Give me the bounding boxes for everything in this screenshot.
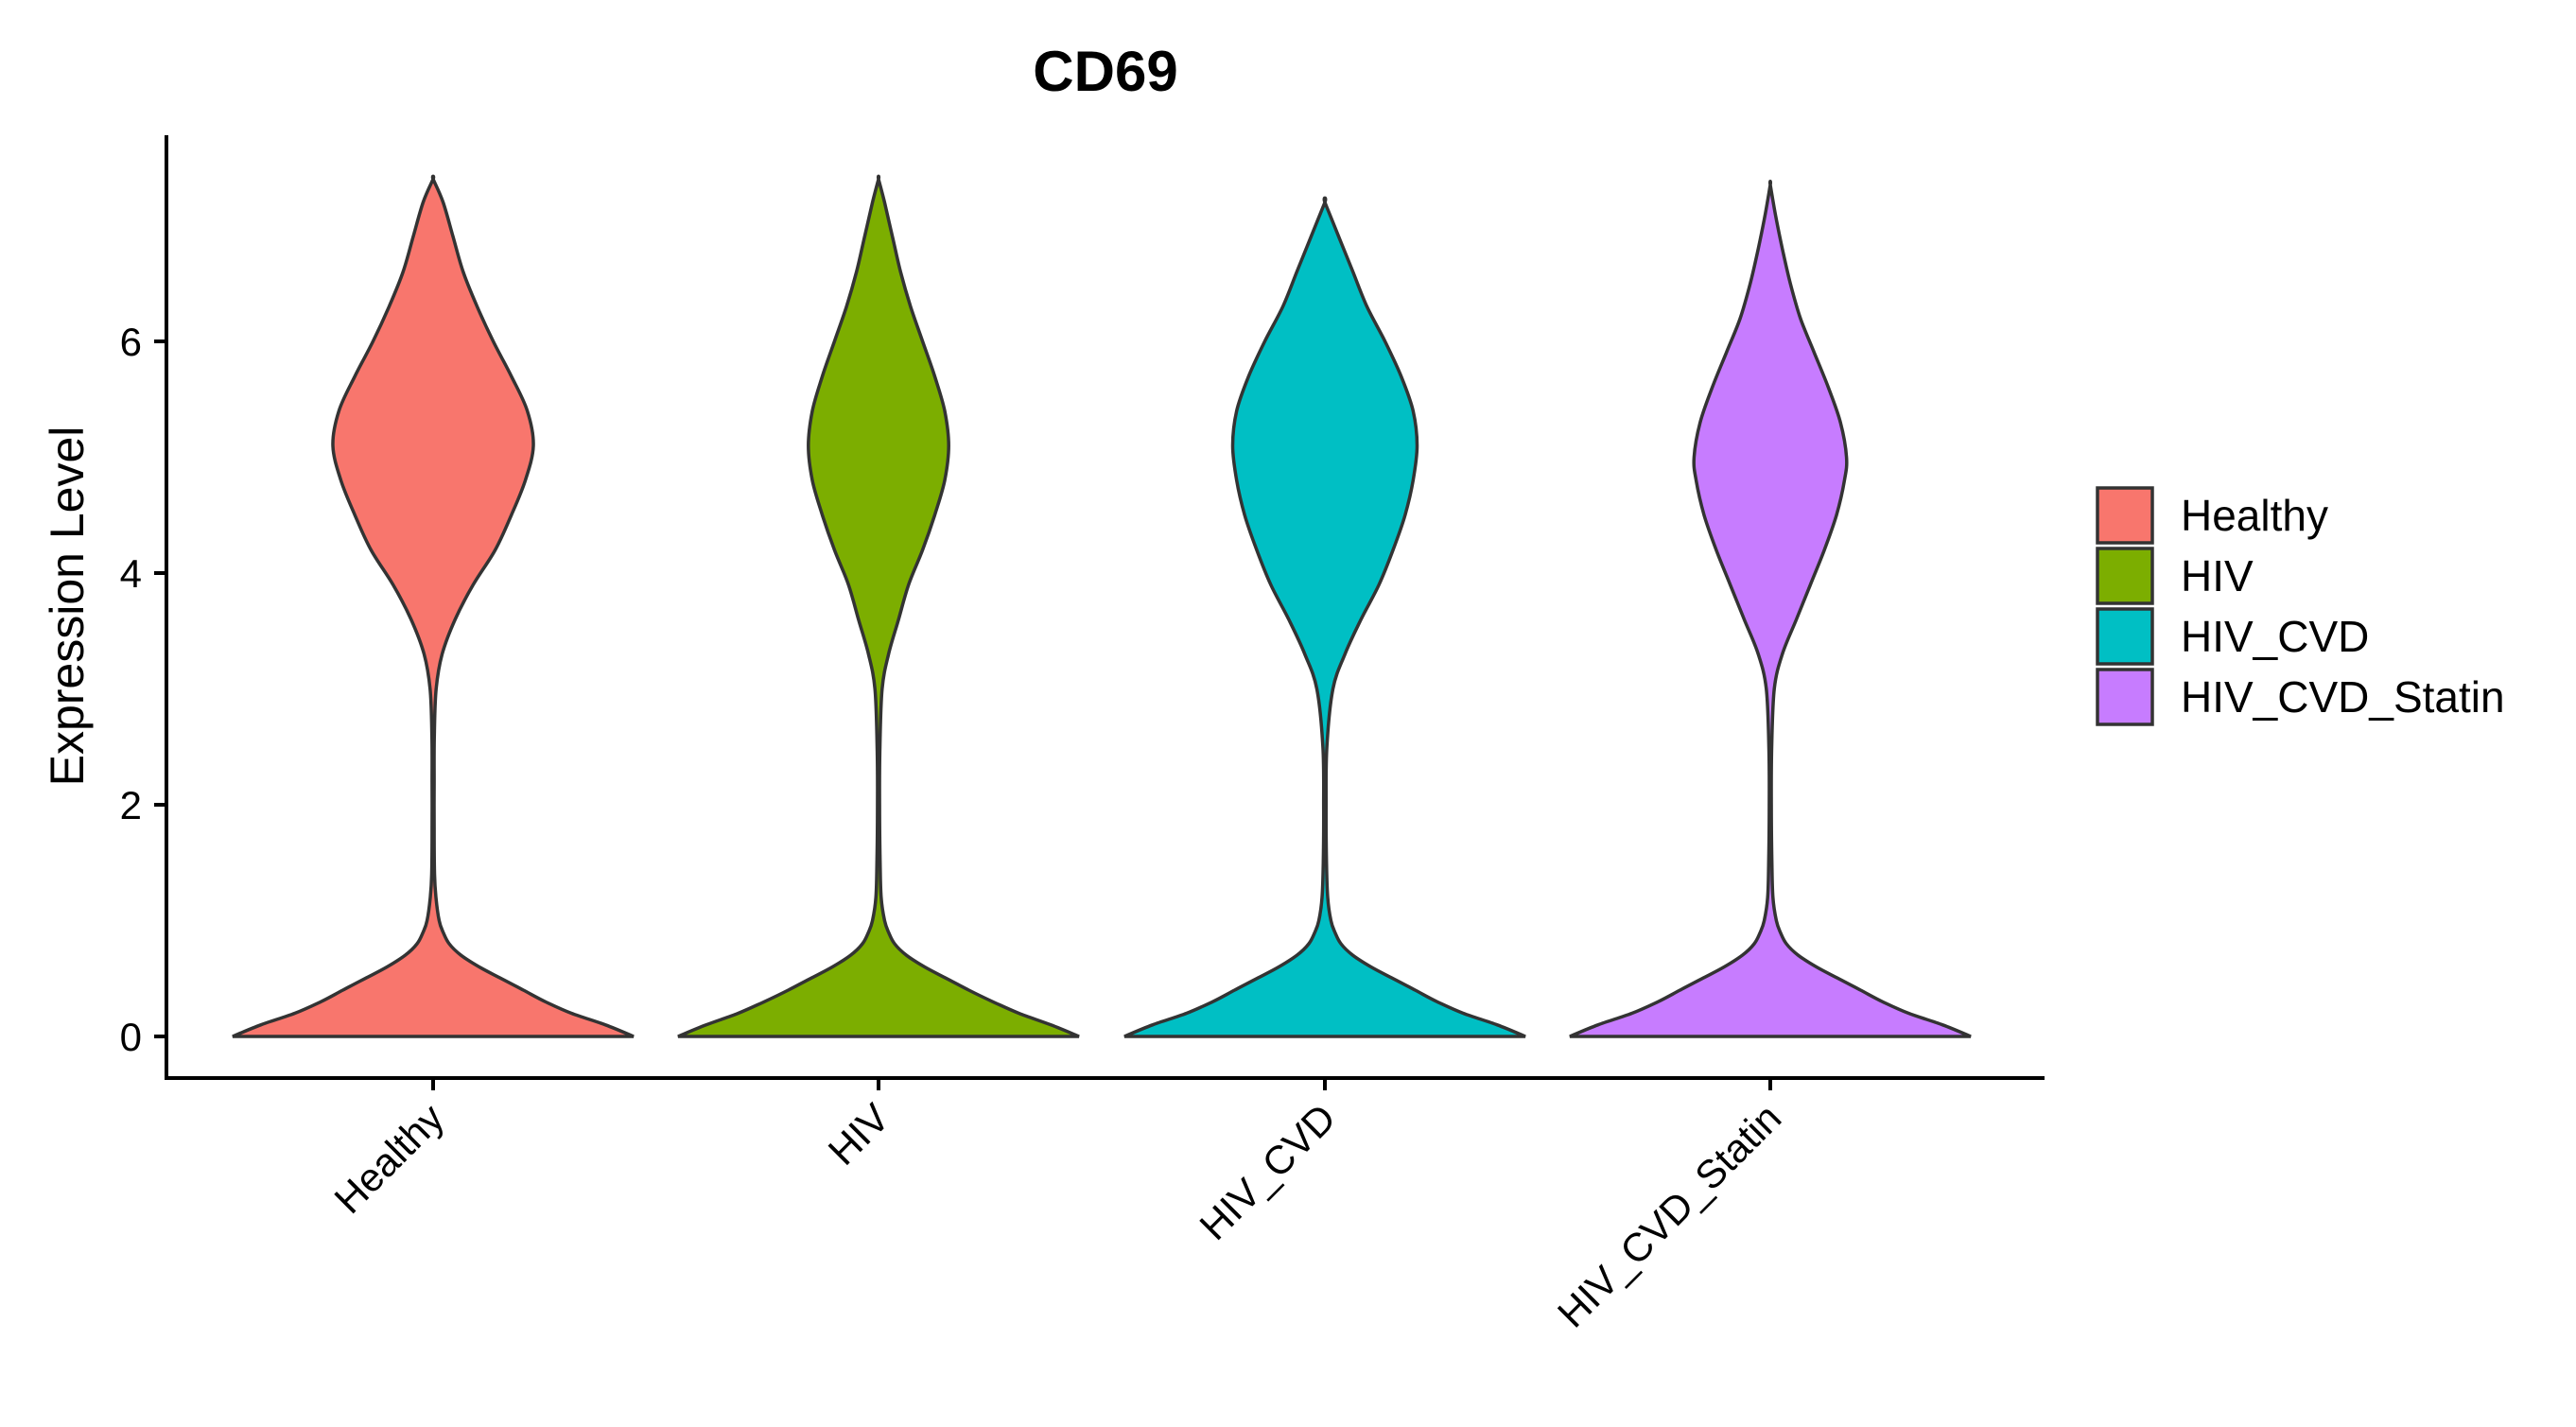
violin-hiv-cvd-statin	[1569, 180, 1972, 1038]
violins	[232, 174, 1972, 1038]
legend-key-healthy	[2096, 486, 2154, 545]
legend-key-hiv-cvd-statin	[2096, 668, 2154, 726]
x-tick-label: HIV_CVD	[1191, 1095, 1344, 1248]
y-tick-label: 4	[120, 551, 142, 596]
legend-label: HIV	[2181, 551, 2254, 600]
legend-key-hiv	[2096, 547, 2154, 605]
x-tick-label: HIV_CVD_Statin	[1549, 1095, 1789, 1335]
x-tick-label: HIV	[820, 1095, 898, 1174]
y-axis-ticks: 0 2 4 6	[120, 320, 166, 1059]
legend-label: HIV_CVD	[2181, 612, 2369, 661]
chart-title: CD69	[1033, 40, 1177, 103]
x-axis-ticks: Healthy HIV HIV_CVD HIV_CVD_Statin	[325, 1078, 1789, 1336]
x-tick-label: Healthy	[325, 1095, 452, 1222]
y-axis-label: Expression Level	[41, 426, 94, 787]
legend: Healthy HIV HIV_CVD HIV_CVD_Statin	[2096, 486, 2505, 726]
y-tick-label: 0	[120, 1015, 142, 1059]
y-tick-label: 6	[120, 320, 142, 364]
legend-label: Healthy	[2181, 491, 2328, 540]
legend-label: HIV_CVD_Statin	[2181, 672, 2505, 722]
y-tick-label: 2	[120, 783, 142, 827]
legend-key-hiv-cvd	[2096, 607, 2154, 666]
violin-hiv	[677, 174, 1080, 1038]
violin-hiv-cvd	[1123, 196, 1526, 1038]
violin-healthy	[232, 174, 635, 1038]
